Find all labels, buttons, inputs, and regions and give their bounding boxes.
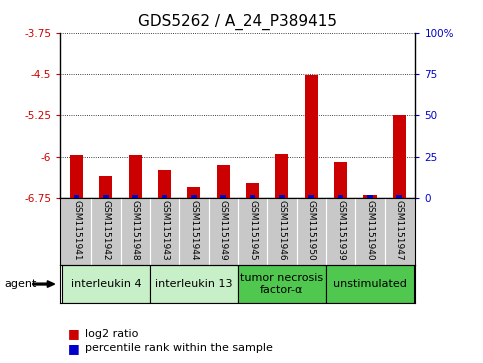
Bar <box>150 265 238 303</box>
Text: GSM1151943: GSM1151943 <box>160 200 169 261</box>
Text: ■: ■ <box>68 327 79 340</box>
Text: GSM1151949: GSM1151949 <box>219 200 227 261</box>
Text: ■: ■ <box>68 342 79 355</box>
Bar <box>187 187 200 198</box>
Text: GSM1151939: GSM1151939 <box>336 200 345 261</box>
Text: GSM1151940: GSM1151940 <box>366 200 374 261</box>
Bar <box>326 265 414 303</box>
Text: log2 ratio: log2 ratio <box>85 329 138 339</box>
Bar <box>334 162 347 198</box>
Bar <box>393 115 406 198</box>
Text: agent: agent <box>5 279 37 289</box>
Text: interleukin 4: interleukin 4 <box>71 279 141 289</box>
Bar <box>220 195 226 198</box>
Bar <box>73 195 79 198</box>
Bar <box>132 195 138 198</box>
Bar <box>62 265 150 303</box>
Bar <box>128 155 142 198</box>
Bar <box>191 195 197 198</box>
Bar <box>308 195 314 198</box>
Title: GDS5262 / A_24_P389415: GDS5262 / A_24_P389415 <box>138 14 338 30</box>
Text: GSM1151945: GSM1151945 <box>248 200 257 261</box>
Bar <box>99 176 113 198</box>
Text: tumor necrosis
factor-α: tumor necrosis factor-α <box>241 273 324 295</box>
Bar <box>305 75 318 198</box>
Bar <box>162 195 168 198</box>
Text: unstimulated: unstimulated <box>333 279 407 289</box>
Text: GSM1151947: GSM1151947 <box>395 200 404 261</box>
Bar <box>367 195 373 198</box>
Bar <box>158 170 171 198</box>
Text: interleukin 13: interleukin 13 <box>155 279 233 289</box>
Text: GSM1151942: GSM1151942 <box>101 200 110 260</box>
Text: GSM1151950: GSM1151950 <box>307 200 316 261</box>
Bar <box>103 195 109 198</box>
Bar <box>338 195 343 198</box>
Bar <box>216 165 230 198</box>
Text: GSM1151944: GSM1151944 <box>189 200 199 260</box>
Text: GSM1151946: GSM1151946 <box>277 200 286 261</box>
Bar <box>279 195 285 198</box>
Bar <box>70 155 83 198</box>
Bar <box>238 265 326 303</box>
Bar <box>397 195 402 198</box>
Bar <box>250 195 256 198</box>
Text: percentile rank within the sample: percentile rank within the sample <box>85 343 272 354</box>
Text: GSM1151948: GSM1151948 <box>131 200 140 261</box>
Bar <box>275 154 288 198</box>
Bar <box>363 195 377 198</box>
Bar <box>246 183 259 198</box>
Text: GSM1151941: GSM1151941 <box>72 200 81 261</box>
